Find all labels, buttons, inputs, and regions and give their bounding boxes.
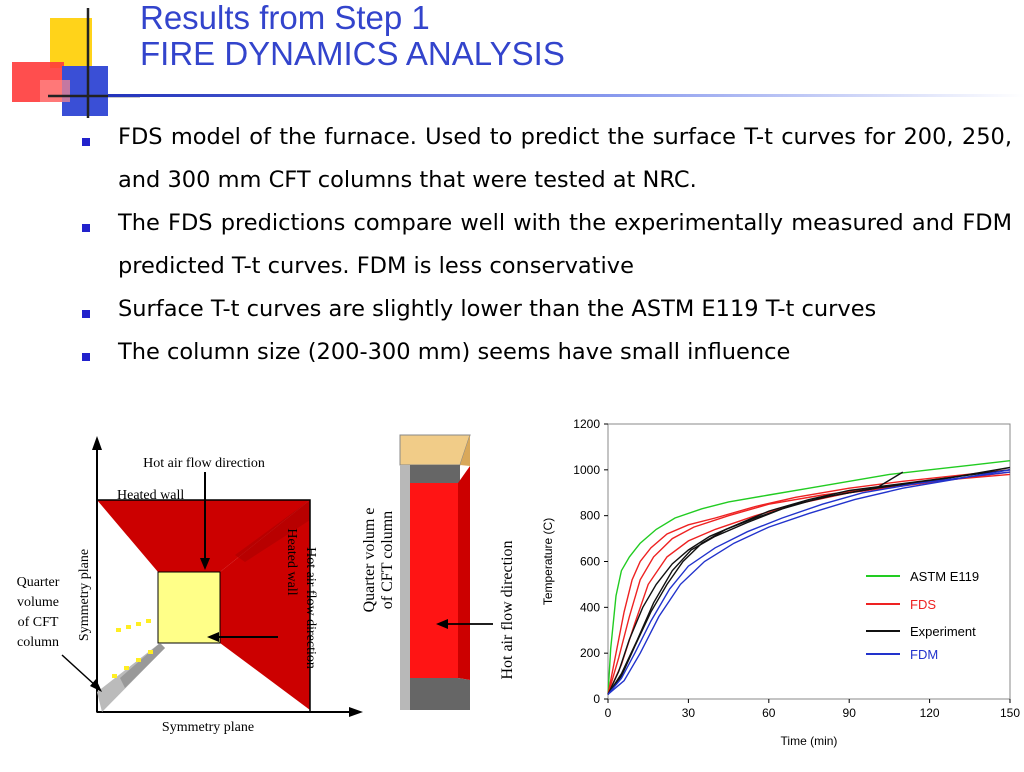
x-tick-label: 60: [762, 706, 776, 720]
x-tick-label: 30: [682, 706, 696, 720]
hot-air-flow-column-label: Hot air flow direction: [499, 540, 516, 679]
series-line-fdm: [607, 469, 1011, 695]
y-axis-label: Temperature (C): [541, 518, 555, 605]
y-tick-label: 400: [580, 600, 600, 614]
series-line-experiment: [607, 466, 1011, 695]
bullet-item: The FDS predictions compare well with th…: [80, 202, 1012, 288]
y-tick-label: 600: [580, 555, 600, 569]
quarter-volume-label: column: [17, 635, 59, 650]
x-tick-label: 150: [1000, 706, 1020, 720]
title-line-1: Results from Step 1: [140, 0, 430, 36]
furnace-diagram: Hot air flow direction Heated wall Symme…: [0, 430, 372, 768]
quarter-volume-label: volume: [17, 595, 59, 610]
hot-air-flow-right-label: Hot air flow direction: [303, 547, 318, 669]
series-line-fdm: [607, 471, 1011, 695]
heated-wall-label: Heated wall: [117, 488, 184, 503]
plot-area: [607, 423, 1011, 700]
x-tick-label: 0: [605, 706, 612, 720]
legend-label: FDM: [910, 647, 938, 662]
quarter-volume-column-label: of CFT column: [379, 511, 396, 609]
temperature-chart: 0 200 400 600 800 1000 1200 0 30 60 90 120 150 Time (…: [530, 410, 1024, 768]
slide-title: Results from Step 1 FIRE DYNAMICS ANALYS…: [140, 0, 565, 72]
template-logo: [0, 0, 140, 120]
legend-label: FDS: [910, 597, 936, 612]
y-tick-label: 1000: [573, 463, 600, 477]
y-tick-label: 1200: [573, 417, 600, 431]
y-tick-label: 800: [580, 509, 600, 523]
x-axis-label: Time (min): [781, 734, 838, 748]
y-tick-label: 0: [593, 692, 600, 706]
series-line-experiment: [607, 471, 904, 695]
symmetry-plane-left-label: Symmetry plane: [77, 549, 92, 641]
column-diagram: Quarter volum e of CFT column Hot air fl…: [360, 430, 530, 730]
x-tick-label: 120: [920, 706, 940, 720]
symmetry-plane-bottom-label: Symmetry plane: [162, 720, 254, 735]
x-tick-label: 90: [843, 706, 857, 720]
heated-wall-right-label: Heated wall: [284, 528, 299, 595]
bullet-list: FDS model of the furnace. Used to predic…: [80, 116, 1012, 374]
quarter-volume-label: of CFT: [18, 615, 59, 630]
title-line-2: FIRE DYNAMICS ANALYSIS: [140, 35, 565, 72]
legend-label: Experiment: [910, 624, 976, 639]
hot-air-flow-label: Hot air flow direction: [143, 456, 265, 471]
quarter-volume-column-label: Quarter volum e: [361, 508, 378, 613]
bullet-item: Surface T-t curves are slightly lower th…: [80, 288, 1012, 331]
series-line-experiment: [607, 469, 1011, 695]
bullet-item: The column size (200-300 mm) seems have …: [80, 331, 1012, 374]
series-line-fds: [607, 473, 1011, 695]
bullet-item: FDS model of the furnace. Used to predic…: [80, 116, 1012, 202]
y-tick-label: 200: [580, 646, 600, 660]
quarter-volume-label: Quarter: [17, 575, 60, 590]
legend-label: ASTM E119: [910, 569, 979, 584]
title-underline: [108, 94, 1024, 97]
